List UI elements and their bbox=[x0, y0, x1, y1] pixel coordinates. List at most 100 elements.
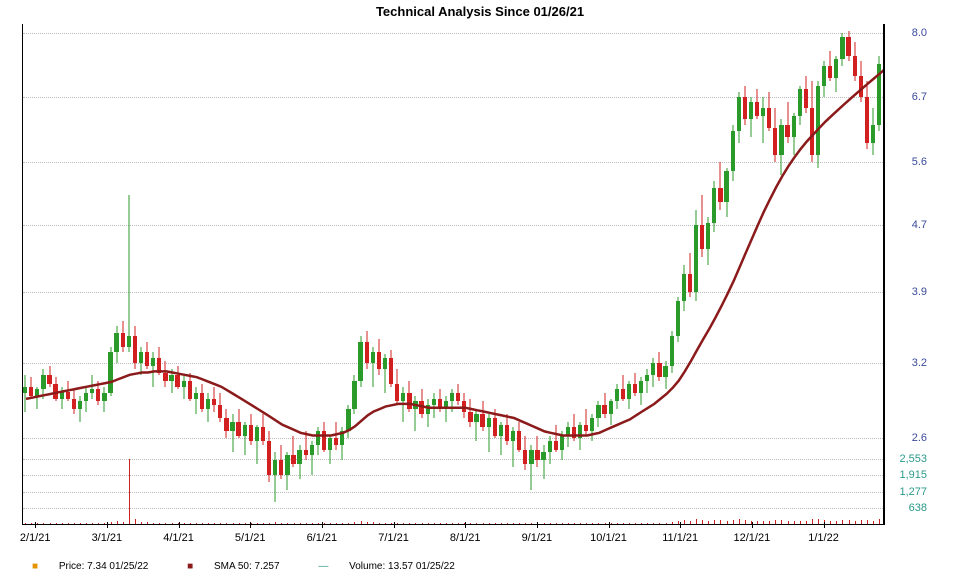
candle bbox=[407, 24, 411, 524]
volume-bar bbox=[678, 521, 679, 524]
volume-bar bbox=[275, 522, 276, 524]
volume-bar bbox=[690, 521, 691, 524]
volume-bar bbox=[580, 523, 581, 524]
volume-bar bbox=[294, 523, 295, 524]
candle bbox=[785, 24, 789, 524]
candle bbox=[846, 24, 850, 524]
volume-bar bbox=[586, 523, 587, 524]
volume-bar bbox=[153, 523, 154, 524]
candle bbox=[322, 24, 326, 524]
candle bbox=[29, 24, 33, 524]
volume-bar bbox=[812, 519, 813, 524]
candle bbox=[474, 24, 478, 524]
volume-bar bbox=[519, 523, 520, 524]
candle bbox=[834, 24, 838, 524]
legend-volume: Volume: 13.57 01/25/22 bbox=[349, 561, 455, 572]
candle bbox=[792, 24, 796, 524]
volume-bar bbox=[373, 522, 374, 524]
volume-bar bbox=[568, 523, 569, 524]
candle bbox=[523, 24, 527, 524]
candle bbox=[749, 24, 753, 524]
volume-bar bbox=[147, 522, 148, 524]
candle bbox=[840, 24, 844, 524]
candle bbox=[243, 24, 247, 524]
volume-bar bbox=[50, 523, 51, 524]
volume-bar bbox=[80, 523, 81, 524]
volume-bar bbox=[434, 523, 435, 524]
candle bbox=[297, 24, 301, 524]
candle bbox=[468, 24, 472, 524]
candle bbox=[676, 24, 680, 524]
volume-bar bbox=[873, 521, 874, 524]
y-tick-label: 3.9 bbox=[912, 286, 927, 298]
candle bbox=[645, 24, 649, 524]
candle bbox=[188, 24, 192, 524]
candle bbox=[175, 24, 179, 524]
candle bbox=[163, 24, 167, 524]
candle bbox=[548, 24, 552, 524]
volume-bar bbox=[422, 523, 423, 524]
volume-bar bbox=[403, 523, 404, 524]
volume-bar bbox=[37, 523, 38, 524]
candle bbox=[352, 24, 356, 524]
volume-bar bbox=[245, 523, 246, 524]
volume-bar bbox=[56, 523, 57, 524]
x-tick-label: 4/1/21 bbox=[163, 532, 194, 544]
candle bbox=[554, 24, 558, 524]
volume-bar bbox=[287, 523, 288, 524]
volume-bar bbox=[842, 520, 843, 524]
candle bbox=[365, 24, 369, 524]
x-tick-label: 12/1/21 bbox=[734, 532, 771, 544]
volume-bar bbox=[879, 519, 880, 524]
volume-bar bbox=[348, 523, 349, 524]
volume-bar bbox=[544, 523, 545, 524]
volume-bar bbox=[123, 522, 124, 524]
candle bbox=[822, 24, 826, 524]
volume-bar bbox=[269, 523, 270, 524]
candle bbox=[621, 24, 625, 524]
y-tick-label: 2.6 bbox=[912, 432, 927, 444]
candle bbox=[578, 24, 582, 524]
volume-bar bbox=[562, 523, 563, 524]
candle bbox=[236, 24, 240, 524]
volume-bar bbox=[208, 523, 209, 524]
y-tick-label: 6.7 bbox=[912, 91, 927, 103]
y-tick-label: 3.2 bbox=[912, 357, 927, 369]
volume-bar bbox=[550, 523, 551, 524]
volume-bar bbox=[300, 523, 301, 524]
candle bbox=[310, 24, 314, 524]
volume-bar bbox=[653, 523, 654, 524]
candle bbox=[743, 24, 747, 524]
candle bbox=[657, 24, 661, 524]
candle bbox=[535, 24, 539, 524]
vol-tick-label: 638 bbox=[909, 502, 927, 514]
candle bbox=[291, 24, 295, 524]
volume-bar bbox=[781, 520, 782, 524]
volume-bar bbox=[666, 523, 667, 524]
candle bbox=[133, 24, 137, 524]
volume-bar bbox=[483, 523, 484, 524]
volume-bar bbox=[836, 521, 837, 524]
candle bbox=[90, 24, 94, 524]
candle bbox=[639, 24, 643, 524]
volume-bar bbox=[592, 523, 593, 524]
volume-bar bbox=[184, 523, 185, 524]
candle bbox=[865, 24, 869, 524]
candle bbox=[218, 24, 222, 524]
candle bbox=[127, 24, 131, 524]
x-tick-label: 11/1/21 bbox=[662, 532, 698, 544]
candle bbox=[212, 24, 216, 524]
volume-bar bbox=[647, 523, 648, 524]
candle bbox=[60, 24, 64, 524]
candle bbox=[627, 24, 631, 524]
volume-bar bbox=[830, 521, 831, 524]
candle bbox=[688, 24, 692, 524]
candle bbox=[810, 24, 814, 524]
candle bbox=[480, 24, 484, 524]
volume-bar bbox=[513, 523, 514, 524]
candle bbox=[346, 24, 350, 524]
volume-bar bbox=[684, 520, 685, 524]
candle bbox=[499, 24, 503, 524]
candle bbox=[493, 24, 497, 524]
volume-bar bbox=[104, 523, 105, 524]
